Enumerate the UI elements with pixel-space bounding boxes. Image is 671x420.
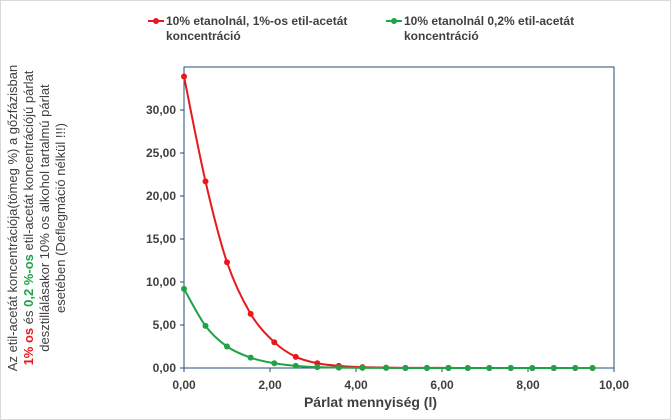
series-2-point bbox=[247, 354, 254, 361]
legend-marker-series-2 bbox=[386, 14, 402, 28]
series-2-point bbox=[383, 364, 390, 371]
x-axis-title: Párlat mennyiség (l) bbox=[303, 394, 438, 410]
series-1-point bbox=[271, 339, 278, 346]
series-2-point bbox=[445, 365, 452, 371]
x-tick-label: 0,00 bbox=[172, 378, 196, 392]
x-tick-label: 6,00 bbox=[430, 378, 454, 392]
series-2-point bbox=[271, 360, 278, 367]
plot-area-border bbox=[183, 66, 615, 369]
legend: 10% etanolnál, 1%-os etil-acetát koncent… bbox=[148, 14, 574, 54]
series-2-point bbox=[402, 365, 409, 371]
legend-marker-series-1 bbox=[148, 14, 164, 28]
series-2-point bbox=[529, 365, 536, 371]
series-2-point bbox=[550, 365, 557, 371]
series-2-point bbox=[181, 285, 187, 292]
x-tick-label: 4,00 bbox=[344, 378, 368, 392]
series-2-point bbox=[507, 365, 514, 371]
series-1-point bbox=[202, 178, 209, 185]
series-2-point bbox=[335, 364, 342, 371]
x-tick-label: 10,00 bbox=[599, 378, 629, 392]
y-tick-label: 0,00 bbox=[153, 361, 177, 375]
series-1-point bbox=[181, 73, 187, 80]
y-tick-label: 30,00 bbox=[146, 103, 176, 117]
series-line-1 bbox=[183, 76, 593, 370]
legend-item-series-1: 10% etanolnál, 1%-os etil-acetát koncent… bbox=[148, 14, 366, 44]
series-1-point bbox=[224, 259, 230, 266]
x-tick-label: 8,00 bbox=[516, 378, 540, 392]
series-2-point bbox=[292, 362, 299, 369]
series-2-point bbox=[572, 365, 579, 371]
series-line-2 bbox=[183, 288, 593, 370]
legend-label-series-1: 10% etanolnál, 1%-os etil-acetát koncent… bbox=[166, 14, 348, 43]
series-2-point bbox=[202, 322, 209, 329]
series-1-point bbox=[247, 310, 254, 317]
y-tick-label: 25,00 bbox=[146, 146, 176, 160]
x-tick-label: 2,00 bbox=[258, 378, 282, 392]
y-tick-label: 5,00 bbox=[153, 318, 177, 332]
series-2-point bbox=[423, 365, 430, 371]
series-2-point bbox=[314, 364, 321, 371]
series-2-point bbox=[224, 343, 230, 350]
series-1-point bbox=[292, 353, 299, 360]
series-2-point bbox=[464, 365, 471, 371]
series-2-point bbox=[486, 365, 493, 371]
series-2-point bbox=[359, 364, 366, 371]
y-tick-label: 10,00 bbox=[146, 275, 176, 289]
legend-item-series-2: 10% etanolnál 0,2% etil-acetát koncentrá… bbox=[386, 14, 604, 44]
series-2-point bbox=[589, 365, 596, 371]
y-tick-label: 15,00 bbox=[146, 232, 176, 246]
legend-label-series-2: 10% etanolnál 0,2% etil-acetát koncentrá… bbox=[404, 14, 575, 43]
y-tick-label: 20,00 bbox=[146, 189, 176, 203]
